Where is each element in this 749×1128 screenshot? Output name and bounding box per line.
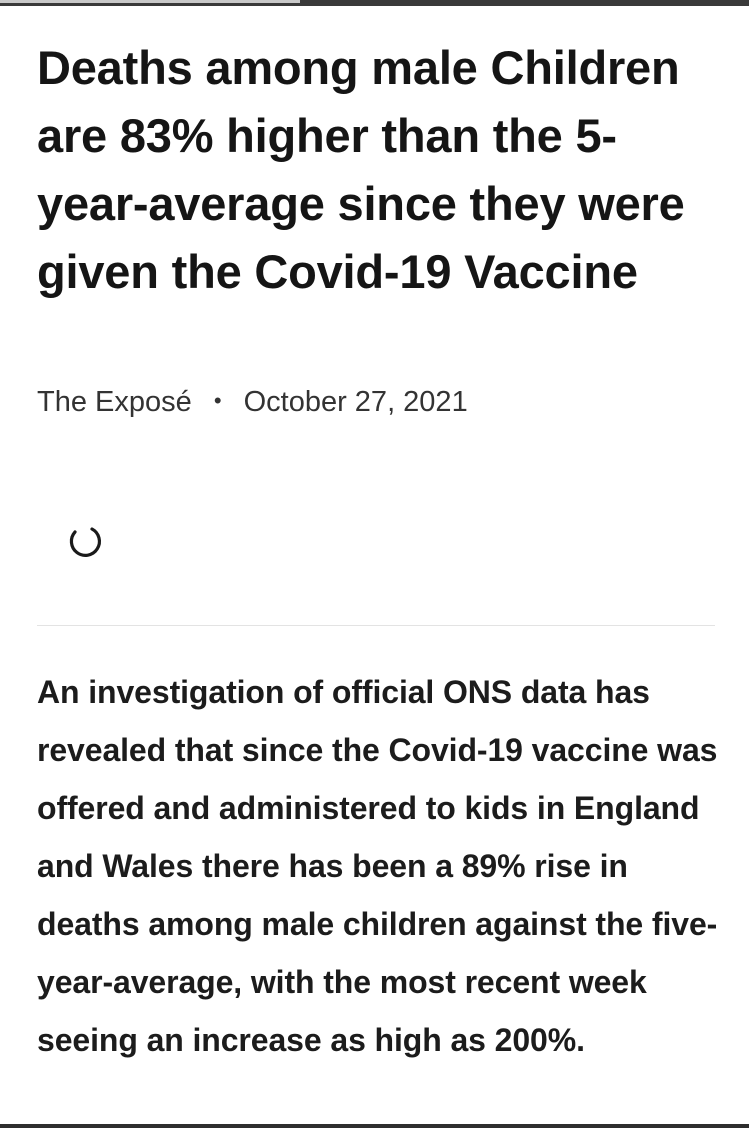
- source-link[interactable]: The Exposé: [37, 386, 192, 418]
- bottom-edge-bar: [0, 1124, 749, 1128]
- reading-progress-bar: [0, 0, 749, 6]
- section-divider: [37, 625, 715, 626]
- reading-progress-fill: [0, 0, 300, 3]
- byline-separator: •: [213, 388, 222, 413]
- article-byline: The Exposé • October 27, 2021: [37, 382, 468, 421]
- article-lede: An investigation of official ONS data ha…: [37, 674, 718, 1058]
- publish-date: October 27, 2021: [243, 386, 468, 418]
- article-headline: Deaths among male Children are 83% highe…: [37, 41, 685, 298]
- loading-spinner-icon: [64, 520, 104, 560]
